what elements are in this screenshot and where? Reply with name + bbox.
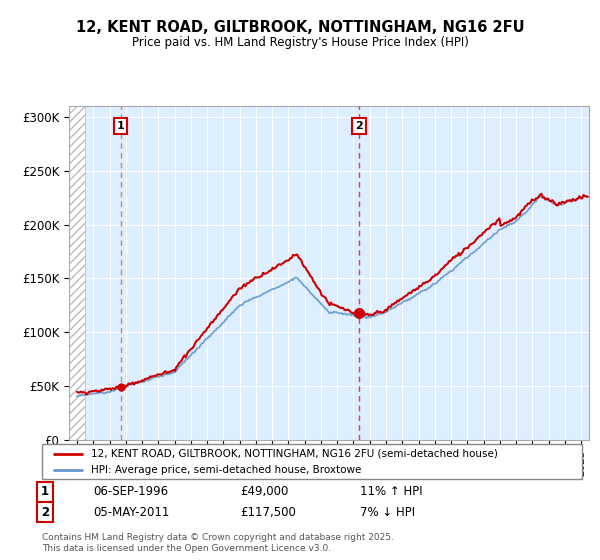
Text: 05-MAY-2011: 05-MAY-2011 [93,506,169,519]
Text: £49,000: £49,000 [240,485,289,498]
Bar [69,106,85,440]
Text: HPI: Average price, semi-detached house, Broxtowe: HPI: Average price, semi-detached house,… [91,465,361,475]
Text: 12, KENT ROAD, GILTBROOK, NOTTINGHAM, NG16 2FU: 12, KENT ROAD, GILTBROOK, NOTTINGHAM, NG… [76,20,524,35]
Text: 2: 2 [41,506,49,519]
Text: 12, KENT ROAD, GILTBROOK, NOTTINGHAM, NG16 2FU (semi-detached house): 12, KENT ROAD, GILTBROOK, NOTTINGHAM, NG… [91,449,497,459]
Text: 06-SEP-1996: 06-SEP-1996 [93,485,168,498]
FancyBboxPatch shape [42,444,582,479]
Text: 2: 2 [355,121,363,130]
Text: 1: 1 [117,121,125,130]
Text: 7% ↓ HPI: 7% ↓ HPI [360,506,415,519]
Text: 11% ↑ HPI: 11% ↑ HPI [360,485,422,498]
Text: Contains HM Land Registry data © Crown copyright and database right 2025.
This d: Contains HM Land Registry data © Crown c… [42,533,394,553]
Text: Price paid vs. HM Land Registry's House Price Index (HPI): Price paid vs. HM Land Registry's House … [131,36,469,49]
Text: £117,500: £117,500 [240,506,296,519]
Text: 1: 1 [41,485,49,498]
